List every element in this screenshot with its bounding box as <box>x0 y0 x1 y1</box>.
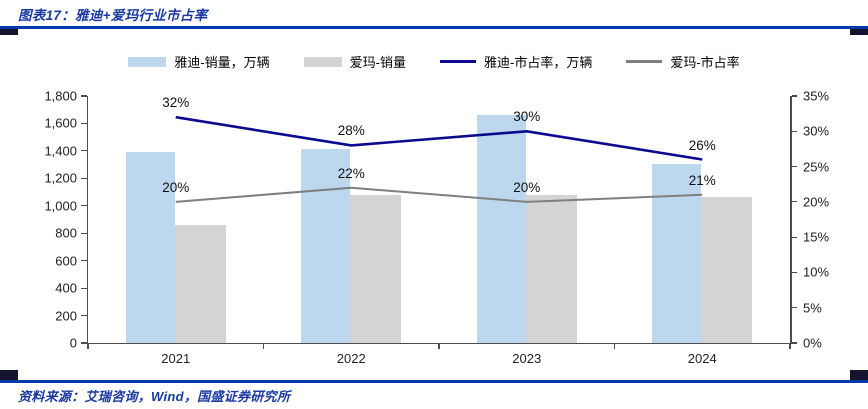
y2-axis-tick <box>791 165 797 168</box>
yadea-sales-bar <box>301 148 351 343</box>
legend-label-aima-share: 爱玛-市占率 <box>670 55 740 70</box>
y2-axis-tick-label: 5% <box>803 300 822 316</box>
aima-share-value-label: 22% <box>337 165 365 181</box>
yadea-sales-swatch-icon <box>128 56 167 67</box>
aima-sales-swatch-icon <box>303 56 342 67</box>
y2-axis-tick <box>791 130 797 132</box>
aima-share-line-swatch-icon <box>626 60 663 63</box>
aima-share-value-label: 20% <box>162 179 190 195</box>
y2-axis-tick <box>791 201 797 203</box>
y-axis-left <box>86 96 88 343</box>
top-left-cap <box>0 28 18 35</box>
yadea-share-value-label: 30% <box>513 109 541 125</box>
y-axis-tick-label: 1,600 <box>44 115 77 131</box>
x-axis-tick <box>262 344 265 349</box>
x-axis-tick <box>87 344 89 349</box>
y2-axis-tick-label: 25% <box>803 159 830 175</box>
legend-item-yadea-sales: 雅迪-销量，万辆 <box>128 52 270 71</box>
y2-axis-tick <box>791 271 797 274</box>
y-axis-tick-label: 1,800 <box>44 88 77 104</box>
yadea-share-value-label: 26% <box>688 137 716 153</box>
y-axis-tick <box>81 232 87 234</box>
x-axis-tick <box>438 344 440 349</box>
chart-legend: 雅迪-销量，万辆 爱玛-销量 雅迪-市占率，万辆 爱玛-市占率 <box>0 52 868 71</box>
y-axis-tick <box>81 287 87 289</box>
y-axis-tick-label: 800 <box>55 225 77 241</box>
yadea-share-value-label: 28% <box>337 123 365 139</box>
y2-axis-tick-label: 35% <box>803 88 830 104</box>
y2-axis-tick-label: 10% <box>803 264 830 280</box>
y-axis-tick <box>81 122 87 125</box>
x-axis-category-label: 2021 <box>161 351 191 366</box>
top-rule <box>0 26 868 29</box>
y-axis-tick <box>81 177 87 179</box>
y-axis-tick-label: 200 <box>55 308 77 324</box>
y-axis-tick-label: 400 <box>55 280 77 296</box>
legend-label-aima-sales: 爱玛-销量 <box>349 55 406 70</box>
aima-sales-bar <box>350 194 402 343</box>
y2-axis-tick <box>791 236 797 238</box>
yadea-share-value-label: 32% <box>162 95 190 111</box>
x-axis <box>86 342 792 344</box>
y-axis-right <box>790 96 792 343</box>
x-axis-tick <box>613 344 616 349</box>
y2-axis-tick-label: 30% <box>803 123 830 139</box>
aima-share-value-label: 21% <box>688 172 716 188</box>
y2-axis-tick <box>791 95 797 97</box>
y2-axis-tick <box>791 342 797 344</box>
legend-item-aima-share: 爱玛-市占率 <box>626 52 740 71</box>
x-axis-category-label: 2024 <box>687 351 717 366</box>
bottom-left-cap <box>0 370 18 380</box>
y-axis-tick <box>81 150 87 152</box>
y-axis-tick <box>81 205 87 207</box>
aima-sales-bar <box>701 196 753 343</box>
x-axis-category-label: 2022 <box>336 351 366 366</box>
x-axis-category-label: 2023 <box>512 351 542 366</box>
yadea-sales-bar <box>652 163 702 343</box>
y-axis-tick-label: 1,400 <box>44 143 77 159</box>
y-axis-tick-label: 600 <box>55 253 77 269</box>
y2-axis-tick-label: 20% <box>803 194 830 210</box>
figure-title: 图表17：雅迪+爱玛行业市占率 <box>18 8 208 23</box>
aima-share-line <box>175 186 703 203</box>
aima-share-value-label: 20% <box>513 179 541 195</box>
x-axis-tick <box>789 344 791 349</box>
bottom-rule <box>0 380 868 383</box>
y-axis-tick <box>81 95 87 97</box>
y-axis-tick-label: 1,000 <box>44 198 77 214</box>
top-right-cap <box>850 28 868 35</box>
y2-axis-tick <box>791 307 797 309</box>
yadea-share-line <box>175 115 703 161</box>
aima-sales-bar <box>174 224 226 343</box>
y2-axis-tick-label: 15% <box>803 229 830 245</box>
legend-item-aima-sales: 爱玛-销量 <box>303 52 406 71</box>
y-axis-tick <box>81 314 87 317</box>
y-axis-tick <box>81 342 87 344</box>
y-axis-tick-label: 0 <box>69 335 77 351</box>
source-note: 资料来源：艾瑞咨询，Wind，国盛证券研究所 <box>18 389 291 404</box>
aima-sales-bar <box>525 195 577 343</box>
legend-label-yadea-sales: 雅迪-销量，万辆 <box>174 55 270 70</box>
yadea-share-line-swatch-icon <box>440 60 476 63</box>
yadea-sales-bar <box>476 115 526 343</box>
yadea-sales-bar <box>125 152 175 343</box>
y2-axis-tick-label: 0% <box>803 335 822 351</box>
legend-item-yadea-share: 雅迪-市占率，万辆 <box>440 52 592 71</box>
y-axis-tick-label: 1,200 <box>44 170 77 186</box>
legend-label-yadea-share: 雅迪-市占率，万辆 <box>484 55 593 70</box>
bottom-right-cap <box>850 370 868 380</box>
y-axis-tick <box>81 260 87 262</box>
